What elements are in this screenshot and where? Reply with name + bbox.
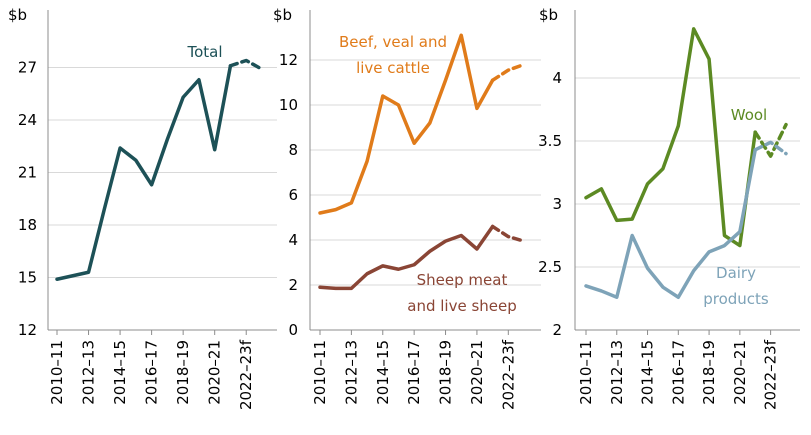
x-tick-label: 2010–11 xyxy=(311,340,329,405)
sheep-meat-and-live-sheep-forecast-line xyxy=(490,224,526,243)
wool-label: Wool xyxy=(731,106,767,124)
x-tick-label: 2010–11 xyxy=(577,340,595,405)
x-tick-label: 2016–17 xyxy=(143,340,161,405)
x-tick-label: 2016–17 xyxy=(669,340,687,405)
total-panel: $b 12 15 18 21 24 27 2010–11 2012–13 2014–15 2016–… xyxy=(8,6,277,410)
x-tick-label: 2010–11 xyxy=(48,340,66,405)
y-tick-label: 24 xyxy=(18,111,37,129)
y-tick-label: 27 xyxy=(18,59,37,77)
y-axis-unit-label: $b xyxy=(273,6,292,24)
wool-line xyxy=(584,27,757,248)
x-tick-label: 2022–23f xyxy=(499,339,517,410)
y-tick-label: 3.5 xyxy=(538,132,562,150)
y-tick-label: 12 xyxy=(279,51,298,69)
y-tick-label: 21 xyxy=(18,164,37,182)
y-tick-label: 18 xyxy=(18,216,37,234)
x-tick-label: 2012–13 xyxy=(80,340,98,405)
y-tick-label: 2 xyxy=(288,276,298,294)
y-tick-label: 8 xyxy=(288,141,298,159)
x-tick-label: 2014–15 xyxy=(111,340,129,405)
x-tick-label: 2022–23f xyxy=(237,339,255,410)
sheep-meat-and-live-sheep-label: Sheep meat xyxy=(417,271,508,289)
x-tick-label: 2022–23f xyxy=(762,339,780,410)
x-tick-label: 2020–21 xyxy=(731,340,749,405)
x-tick-label: 2014–15 xyxy=(374,340,392,405)
x-tick-label: 2018–19 xyxy=(700,340,718,405)
dairy-products-label: products xyxy=(703,290,769,308)
x-tick-label: 2012–13 xyxy=(342,340,360,405)
y-axis-unit-label: $b xyxy=(539,6,558,24)
beef-veal-and-live-cattle-line xyxy=(318,33,495,215)
y-tick-label: 2 xyxy=(552,321,562,339)
y-tick-label: 6 xyxy=(288,186,298,204)
x-tick-label: 2012–13 xyxy=(608,340,626,405)
y-tick-label: 4 xyxy=(552,69,562,87)
y-tick-label: 3 xyxy=(552,195,562,213)
y-tick-label: 4 xyxy=(288,231,298,249)
x-tick-label: 2018–19 xyxy=(437,340,455,405)
x-tick-label: 2020–21 xyxy=(206,340,224,405)
beef-veal-and-live-cattle-label: live cattle xyxy=(356,59,430,77)
y-axis-unit-label: $b xyxy=(8,6,27,24)
x-tick-label: 2016–17 xyxy=(405,340,423,405)
total-label: Total xyxy=(186,43,222,61)
dairy-products-label: Dairy xyxy=(716,264,756,282)
dairy-products-forecast-line xyxy=(753,140,788,156)
x-tick-label: 2014–15 xyxy=(639,340,657,405)
y-tick-label: 0 xyxy=(288,321,298,339)
wool-dairy-panel: $b 2 2.5 3 3.5 4 2010–11 2012–13 2014–15 2016–17 2… xyxy=(538,6,800,410)
y-tick-label: 12 xyxy=(18,321,37,339)
dairy-products-line xyxy=(584,148,757,299)
x-tick-label: 2020–21 xyxy=(468,340,486,405)
y-tick-label: 10 xyxy=(279,96,298,114)
y-tick-label: 2.5 xyxy=(538,258,562,276)
sheep-meat-and-live-sheep-line xyxy=(318,224,495,291)
sheep-meat-and-live-sheep-label: and live sheep xyxy=(407,297,517,315)
x-tick-label: 2018–19 xyxy=(174,340,192,405)
beef-veal-and-live-cattle-label: Beef, veal and xyxy=(339,33,447,51)
beef-veal-and-live-cattle-forecast-line xyxy=(490,62,526,82)
meat-panel: $b 0 2 4 6 8 10 12 2010–11 2012–13 2014–15 2016–17 2… xyxy=(273,6,541,410)
y-tick-label: 15 xyxy=(18,269,37,287)
total-line xyxy=(55,64,233,281)
